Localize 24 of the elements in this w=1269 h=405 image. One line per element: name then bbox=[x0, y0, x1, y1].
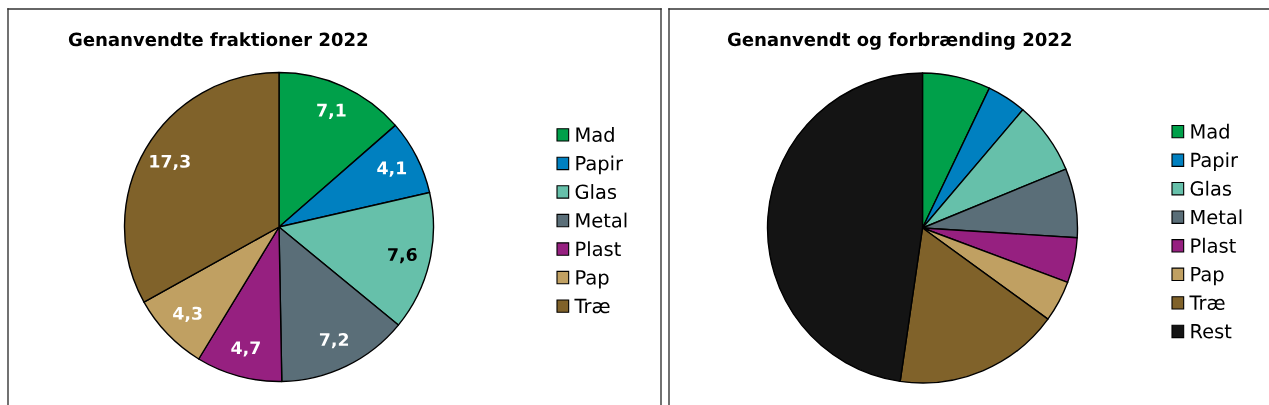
legend-label: Træ bbox=[574, 298, 610, 314]
legend-label: Pap bbox=[576, 270, 609, 289]
chart-title: Genanvendt og forbrænding 2022 bbox=[727, 32, 1071, 50]
chart-title: Genanvendte fraktioner 2022 bbox=[68, 32, 368, 47]
legend-label: Mad bbox=[1191, 123, 1229, 139]
data-label: 7,2 bbox=[319, 332, 349, 349]
legend-label: Glas bbox=[575, 184, 617, 200]
legend-label: Pap bbox=[1191, 267, 1224, 286]
data-label: 4,7 bbox=[231, 341, 260, 357]
legend-label: Metal bbox=[1191, 209, 1242, 225]
legend-label: Metal bbox=[576, 212, 627, 228]
data-label: 7,1 bbox=[317, 103, 346, 119]
legend-label: Papir bbox=[576, 155, 623, 175]
legend-label: Træ bbox=[1189, 295, 1225, 310]
legend-label: Rest bbox=[1191, 324, 1232, 339]
legend-label: Mad bbox=[576, 126, 614, 143]
legend-label: Plast bbox=[576, 241, 621, 257]
data-label: 4,1 bbox=[377, 161, 407, 177]
legend-label: Glas bbox=[1190, 180, 1232, 196]
legend-label: Plast bbox=[1191, 237, 1236, 253]
data-label: 17,3 bbox=[150, 154, 190, 171]
data-label: 4,3 bbox=[173, 306, 202, 323]
legend-label: Papir bbox=[1191, 152, 1238, 172]
data-label: 7,6 bbox=[388, 247, 417, 264]
